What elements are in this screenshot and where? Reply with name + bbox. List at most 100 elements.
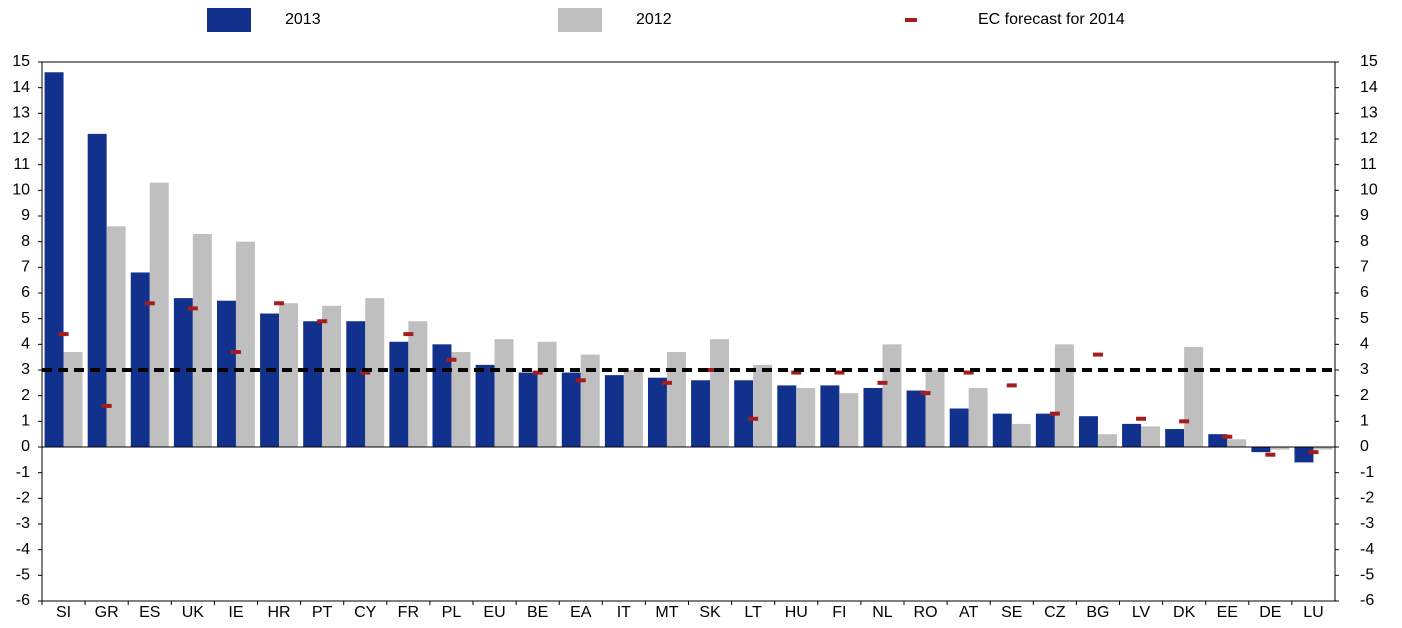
y-tick-label: 6 <box>21 284 30 301</box>
y2-tick-label: 8 <box>1360 233 1369 250</box>
x-tick-label: BE <box>527 604 548 621</box>
bar <box>279 303 299 447</box>
x-tick-label: SI <box>56 604 71 621</box>
bar <box>106 226 126 447</box>
x-tick-label: EE <box>1217 604 1238 621</box>
y2-tick-label: -1 <box>1360 464 1374 481</box>
y-tick-label: -1 <box>16 464 30 481</box>
x-tick-label: IT <box>617 604 631 621</box>
x-tick-label: CZ <box>1044 604 1066 621</box>
legend-swatch <box>558 8 602 32</box>
bar <box>1165 429 1185 447</box>
bar <box>1270 447 1290 450</box>
y2-tick-label: 9 <box>1360 207 1369 224</box>
bar <box>346 321 366 447</box>
bar <box>604 375 624 447</box>
x-tick-label: LT <box>744 604 762 621</box>
x-tick-label: FR <box>398 604 419 621</box>
y2-tick-label: 7 <box>1360 259 1369 276</box>
x-tick-label: UK <box>182 604 205 621</box>
y-tick-label: -4 <box>16 541 30 558</box>
bar <box>580 354 600 447</box>
bar <box>87 133 107 447</box>
bar <box>130 272 150 447</box>
x-tick-label: EA <box>570 604 592 621</box>
legend-label: 2013 <box>285 11 321 28</box>
bar <box>1097 434 1117 447</box>
bar <box>389 341 409 447</box>
bar <box>882 344 902 447</box>
bar <box>777 385 797 447</box>
bar <box>1294 447 1314 463</box>
y2-tick-label: 10 <box>1360 182 1378 199</box>
y2-tick-label: -5 <box>1360 567 1374 584</box>
x-tick-label: MT <box>655 604 678 621</box>
bar <box>839 393 859 447</box>
bar <box>216 300 236 447</box>
y2-tick-label: 15 <box>1360 53 1378 70</box>
bar <box>1227 439 1247 447</box>
bar <box>734 380 754 447</box>
bar <box>1035 413 1055 447</box>
y2-tick-label: 0 <box>1360 438 1369 455</box>
y-tick-label: 5 <box>21 310 30 327</box>
bar <box>968 387 988 447</box>
y-tick-label: 4 <box>21 336 30 353</box>
x-tick-label: AT <box>959 604 978 621</box>
bar <box>63 352 83 447</box>
x-tick-label: GR <box>95 604 119 621</box>
bar <box>1011 423 1031 447</box>
x-tick-label: EU <box>483 604 505 621</box>
bar <box>647 377 667 447</box>
y-tick-label: 12 <box>12 130 30 147</box>
bar <box>925 370 945 447</box>
bar <box>623 370 643 447</box>
y-tick-label: -5 <box>16 567 30 584</box>
y2-tick-label: -2 <box>1360 490 1374 507</box>
bar <box>710 339 730 447</box>
y2-tick-label: 6 <box>1360 284 1369 301</box>
legend-label: EC forecast for 2014 <box>978 11 1125 28</box>
bar <box>408 321 428 447</box>
y2-tick-label: 2 <box>1360 387 1369 404</box>
y-tick-label: -6 <box>16 592 30 609</box>
bar <box>1251 447 1271 453</box>
y-tick-label: -3 <box>16 515 30 532</box>
bar <box>1122 423 1142 447</box>
bar <box>1141 426 1161 447</box>
y2-tick-label: 1 <box>1360 413 1369 430</box>
bar <box>475 364 495 447</box>
bar <box>561 372 581 447</box>
y2-tick-label: -3 <box>1360 515 1374 532</box>
bar <box>365 298 385 447</box>
x-tick-label: BG <box>1086 604 1109 621</box>
x-tick-label: CY <box>354 604 377 621</box>
x-tick-label: NL <box>872 604 893 621</box>
bar <box>992 413 1012 447</box>
bar <box>1078 416 1098 447</box>
y-tick-label: 13 <box>12 105 30 122</box>
bar <box>949 408 969 447</box>
bar <box>1054 344 1074 447</box>
y-tick-label: 3 <box>21 361 30 378</box>
x-tick-label: SE <box>1001 604 1022 621</box>
y-tick-label: 7 <box>21 259 30 276</box>
y-tick-label: 10 <box>12 182 30 199</box>
bar <box>691 380 711 447</box>
bar <box>303 321 323 447</box>
y2-tick-label: -6 <box>1360 592 1374 609</box>
x-tick-label: DE <box>1259 604 1281 621</box>
bar <box>796 387 816 447</box>
bar <box>518 372 538 447</box>
bar <box>260 313 280 447</box>
x-tick-label: RO <box>914 604 938 621</box>
y2-tick-label: 3 <box>1360 361 1369 378</box>
x-tick-label: SK <box>699 604 721 621</box>
y2-tick-label: 12 <box>1360 130 1378 147</box>
y2-tick-label: -4 <box>1360 541 1374 558</box>
bar <box>149 182 169 447</box>
bar <box>537 341 557 447</box>
x-tick-label: DK <box>1173 604 1196 621</box>
legend-swatch <box>207 8 251 32</box>
